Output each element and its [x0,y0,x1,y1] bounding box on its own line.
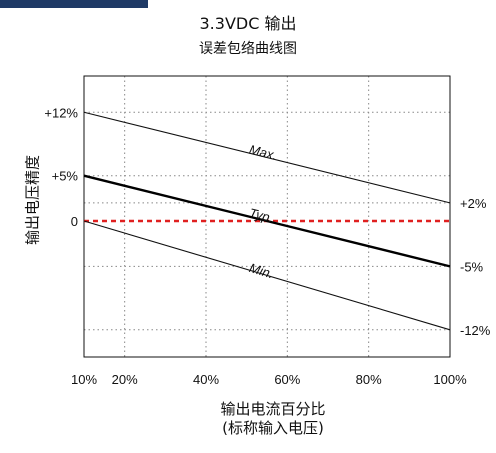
x-tick-label: 100% [433,372,467,387]
series-label-max: Max. [248,142,279,163]
series-line-typ [83,174,451,268]
y-tick-label-left: 0 [71,214,78,229]
chart-subtitle: 误差包络曲线图 [199,41,297,57]
y-axis-label-wrap: 输出电压精度 [8,80,56,320]
x-axis-label-line1: 输出电流百分比 [220,400,326,418]
x-axis-label-line2: (标称输入电压) [222,419,324,437]
series-label-min: Min. [247,260,275,281]
series-line-max [83,111,451,204]
corner-accent-bar [0,0,148,8]
x-tick-label: 20% [112,372,138,387]
y-tick-label-left: +5% [52,169,79,184]
series-label-typ: Typ. [248,205,275,225]
y-tick-label-right: -12% [460,323,491,338]
plot-frame [83,75,451,358]
x-axis-label: 输出电流百分比 (标称输入电压) [0,400,496,438]
x-tick-label: 10% [71,372,97,387]
x-tick-label: 40% [193,372,219,387]
y-tick-label-right: +2% [460,196,487,211]
label-layer: Max. Typ. Min. +12% +5% 0 +2% -5% -12% 10% 20% 40% 6… [44,105,490,387]
y-tick-label-right: -5% [460,259,484,274]
y-axis-label: 输出电压精度 [23,154,42,246]
x-tick-label: 60% [274,372,300,387]
x-tick-label: 80% [356,372,382,387]
grid-layer [84,76,450,357]
series-line-min [83,220,451,331]
chart-title: 3.3VDC 输出 [199,14,297,33]
series-layer [83,111,451,331]
y-tick-label-left: +12% [44,105,78,120]
